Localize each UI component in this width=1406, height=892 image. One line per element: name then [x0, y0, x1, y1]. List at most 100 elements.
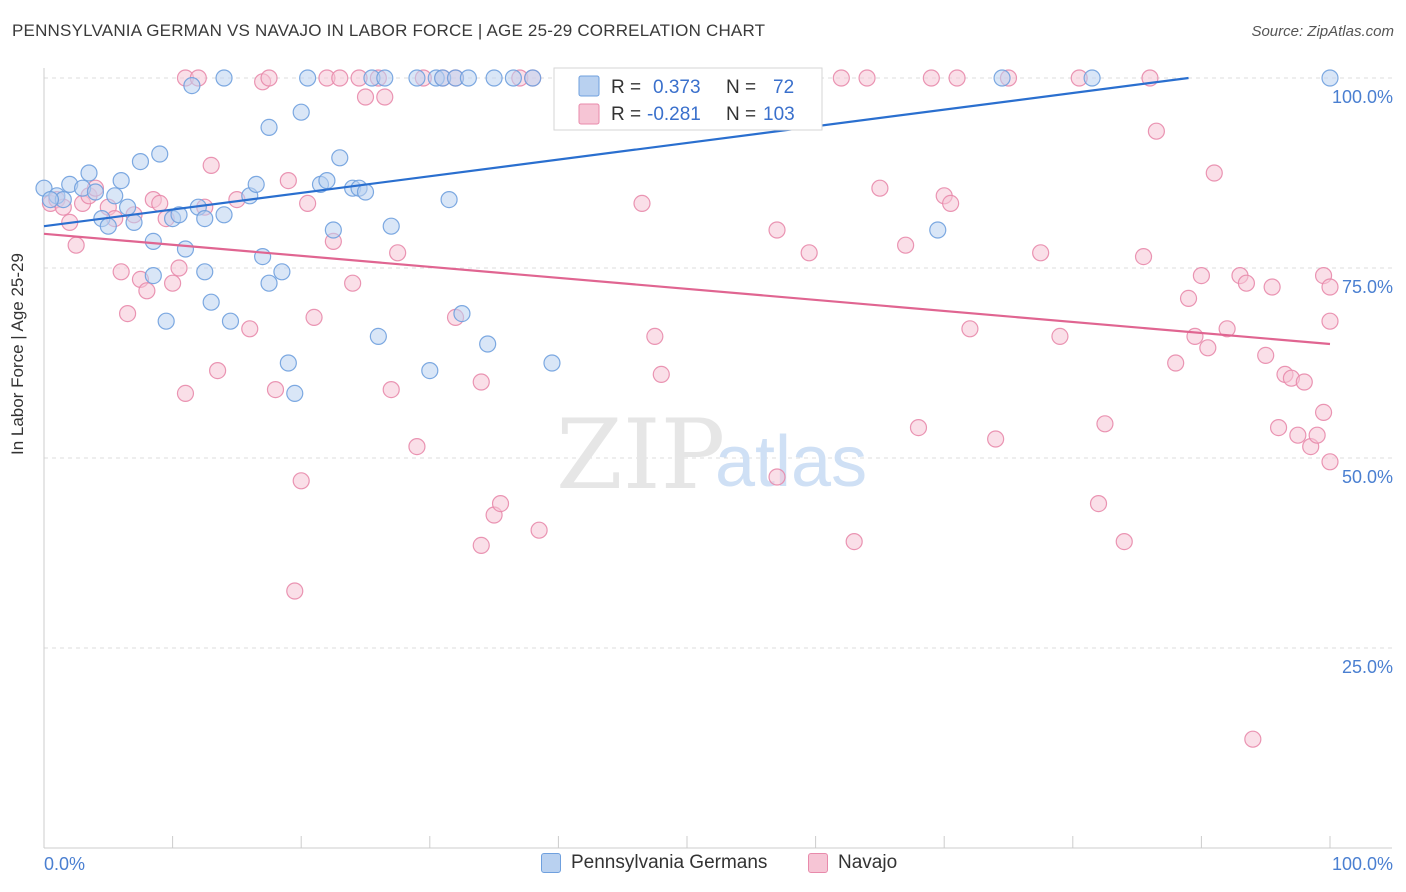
y-tick-label: 50.0%	[1342, 467, 1393, 487]
point-pennsylvania-german	[144, 267, 162, 285]
point-pennsylvania-german	[260, 118, 278, 137]
legend-r-value-2: -0.281	[647, 104, 701, 125]
point-pennsylvania-german	[479, 335, 497, 353]
point-pennsylvania-german	[929, 221, 947, 239]
point-pennsylvania-german	[221, 312, 240, 330]
point-navajo	[176, 384, 195, 402]
point-pennsylvania-german	[440, 191, 458, 209]
point-navajo	[1237, 274, 1256, 292]
legend-n-label-2: N =	[726, 104, 756, 125]
point-navajo	[1167, 354, 1185, 372]
point-navajo	[1192, 267, 1211, 285]
point-navajo	[646, 327, 664, 345]
point-pennsylvania-german	[112, 172, 130, 190]
point-pennsylvania-german	[118, 198, 137, 216]
point-pennsylvania-german	[131, 153, 150, 171]
x-tick-label: 100.0%	[1332, 854, 1393, 874]
point-navajo	[260, 69, 278, 87]
point-navajo	[209, 362, 227, 380]
point-pennsylvania-german	[376, 69, 394, 87]
y-tick-label: 100.0%	[1332, 87, 1393, 107]
point-navajo	[1089, 495, 1108, 513]
point-pennsylvania-german	[1321, 69, 1339, 87]
bottom-legend-label-2: Navajo	[838, 852, 898, 873]
point-pennsylvania-german	[41, 191, 60, 209]
legend-swatch-pink	[578, 103, 600, 125]
point-navajo	[344, 274, 362, 292]
point-navajo	[1147, 122, 1165, 140]
bottom-legend-item-2: Navajo	[808, 852, 897, 874]
point-navajo	[389, 244, 407, 262]
point-navajo	[1186, 327, 1204, 345]
point-pennsylvania-german	[299, 69, 317, 87]
point-navajo	[871, 179, 889, 197]
point-navajo	[67, 236, 85, 254]
point-pennsylvania-german	[260, 274, 278, 292]
x-tick-label: 0.0%	[44, 854, 85, 874]
point-pennsylvania-german	[196, 210, 214, 228]
point-navajo	[356, 88, 375, 106]
point-pennsylvania-german	[215, 69, 233, 87]
legend-r-label-2: R =	[611, 104, 641, 125]
point-pennsylvania-german	[543, 354, 561, 372]
point-navajo	[491, 495, 510, 513]
point-pennsylvania-german	[80, 164, 98, 182]
point-navajo	[1321, 453, 1339, 471]
y-tick-label: 25.0%	[1342, 657, 1393, 677]
trend-line-pennsylvania-german	[43, 76, 1189, 228]
point-navajo	[987, 430, 1005, 448]
point-pennsylvania-german	[318, 172, 336, 190]
point-pennsylvania-german	[421, 362, 439, 380]
point-navajo	[1289, 426, 1307, 444]
bottom-legend-label-1: Pennsylvania Germans	[571, 852, 768, 873]
point-navajo	[1269, 419, 1288, 437]
legend-n-label-1: N =	[726, 77, 756, 98]
point-navajo	[151, 194, 169, 212]
point-navajo	[118, 305, 137, 323]
point-pennsylvania-german	[176, 240, 195, 258]
point-pennsylvania-german	[279, 354, 297, 372]
point-navajo	[858, 69, 876, 87]
point-pennsylvania-german	[183, 76, 201, 95]
point-navajo	[1051, 327, 1069, 345]
bottom-legend: Pennsylvania Germans Navajo	[0, 852, 1406, 878]
point-navajo	[633, 194, 651, 212]
legend-swatch-blue	[578, 75, 600, 97]
point-pennsylvania-german	[504, 69, 522, 87]
point-navajo	[1179, 289, 1198, 307]
point-navajo	[1321, 278, 1339, 296]
point-pennsylvania-german	[408, 69, 426, 87]
point-navajo	[948, 69, 966, 87]
point-pennsylvania-german	[1083, 69, 1101, 87]
point-navajo	[1134, 248, 1153, 266]
point-pennsylvania-german	[331, 149, 349, 167]
grid-lines	[44, 77, 1392, 649]
point-navajo	[1115, 532, 1133, 551]
legend-n-value-1: 72	[773, 77, 794, 98]
point-navajo	[1263, 278, 1281, 296]
legend-r-label-1: R =	[611, 77, 641, 98]
point-navajo	[897, 236, 915, 254]
point-pennsylvania-german	[157, 312, 175, 330]
legend-swatch-pink	[808, 853, 828, 873]
point-navajo	[768, 221, 786, 239]
point-pennsylvania-german	[324, 221, 342, 239]
point-navajo	[1308, 426, 1326, 444]
point-navajo	[408, 438, 426, 456]
point-navajo	[961, 320, 979, 338]
point-navajo	[1218, 320, 1236, 338]
watermark: ZIP atlas	[556, 399, 867, 511]
bottom-legend-item-1: Pennsylvania Germans	[541, 852, 767, 874]
point-navajo	[922, 69, 940, 87]
point-pennsylvania-german	[369, 327, 387, 345]
watermark-zip: ZIP	[556, 399, 725, 511]
point-pennsylvania-german	[382, 217, 400, 235]
point-navajo	[530, 521, 548, 539]
point-navajo	[279, 172, 297, 190]
point-pennsylvania-german	[125, 213, 143, 231]
point-pennsylvania-german	[86, 183, 105, 201]
point-navajo	[1096, 415, 1114, 433]
point-navajo	[112, 263, 130, 281]
point-pennsylvania-german	[106, 187, 124, 205]
